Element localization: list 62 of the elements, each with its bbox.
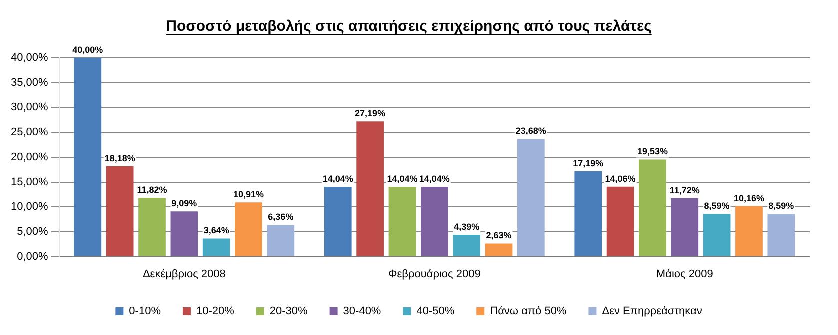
legend-label: Πάνω από 50% (490, 306, 567, 318)
data-label: 8,59% (768, 201, 794, 212)
data-label: 10,91% (234, 190, 264, 200)
data-label: 14,04% (387, 174, 418, 184)
y-tick-label: 5,00% (17, 226, 49, 238)
bar (518, 139, 545, 256)
chart-title: Ποσοστό μεταβολής στις απαιτήσεις επιχείρησης από τους πελάτες (166, 18, 652, 36)
y-tick-label: 30,00% (10, 102, 49, 114)
data-label: 14,06% (605, 174, 636, 184)
bar (235, 202, 262, 256)
bar (388, 187, 416, 256)
data-label: 19,53% (637, 146, 668, 157)
data-label: 11,72% (670, 186, 700, 196)
legend-label: 10-20% (196, 306, 235, 318)
bar (74, 58, 102, 256)
bar (202, 238, 230, 256)
data-label: 11,82% (137, 185, 168, 196)
data-label: 27,19% (355, 108, 386, 119)
bar (639, 160, 666, 256)
bar (138, 198, 166, 256)
bar (356, 122, 384, 256)
data-label: 2,63% (486, 230, 512, 241)
bar (671, 198, 699, 256)
y-tick-label: 15,00% (10, 176, 49, 188)
data-label: 10,16% (734, 193, 764, 204)
bar (106, 166, 134, 256)
data-label: 9,09% (172, 198, 198, 209)
legend-label: 20-30% (270, 306, 308, 318)
bar (267, 225, 295, 256)
bar (574, 171, 602, 256)
data-label: 14,04% (322, 174, 354, 184)
data-label: 23,68% (516, 126, 546, 136)
bar (324, 187, 352, 256)
x-tick-label: Δεκέμβριος 2008 (142, 268, 226, 280)
bar (768, 214, 796, 256)
data-label: 4,39% (454, 222, 480, 232)
data-label: 8,59% (704, 201, 730, 212)
bar (736, 206, 763, 256)
data-label: 40,00% (72, 44, 104, 55)
y-tick-label: 35,00% (10, 76, 49, 89)
data-label: 18,18% (104, 153, 136, 164)
data-label: 14,04% (419, 174, 450, 184)
y-tick-label: 0,00% (17, 250, 49, 263)
x-tick-label: Μάιος 2009 (656, 268, 714, 280)
y-tick-label: 20,00% (10, 151, 49, 164)
legend-label: 0-10% (129, 306, 162, 318)
y-tick-label: 40,00% (10, 52, 49, 64)
bar (170, 212, 198, 256)
y-tick-label: 25,00% (10, 126, 49, 139)
data-label: 3,64% (204, 226, 230, 236)
bar (606, 186, 634, 256)
data-label: 17,19% (573, 158, 604, 168)
bar (420, 187, 448, 256)
bar (485, 244, 513, 256)
bar (703, 214, 731, 256)
y-tick-label: 10,00% (10, 201, 49, 214)
legend-label: Δεν Επηρρεάστηκαν (602, 306, 703, 318)
data-label: 6,36% (268, 212, 294, 222)
bar (453, 234, 480, 256)
legend-label: 40-50% (416, 306, 455, 318)
x-tick-label: Φεβρουάριος 2009 (388, 268, 481, 280)
legend-label: 30-40% (343, 306, 382, 318)
